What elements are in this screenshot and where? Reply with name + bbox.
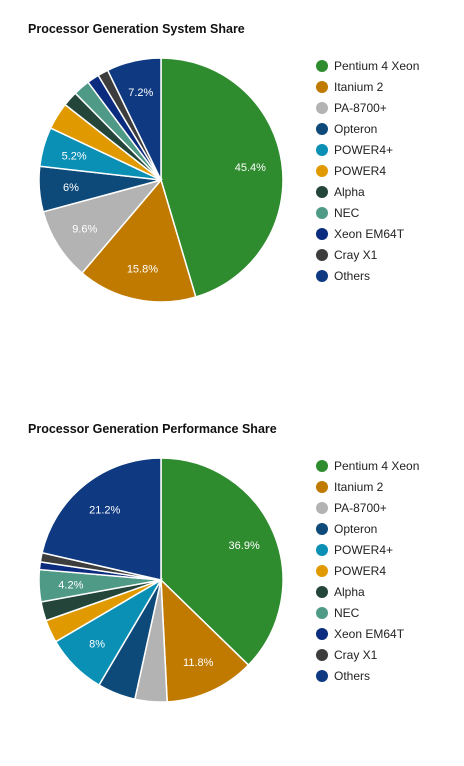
legend-label: Alpha <box>334 184 365 199</box>
legend-item-others: Others <box>316 665 419 686</box>
legend-swatch <box>316 501 328 514</box>
legend-swatch <box>316 101 328 114</box>
legend-swatch <box>316 185 328 198</box>
legend-item-opteron: Opteron <box>316 518 419 539</box>
legend-label: Pentium 4 Xeon <box>334 58 420 73</box>
pie-slice-pentium-4-xeon <box>160 457 284 667</box>
legend-label: Xeon EM64T <box>334 626 405 641</box>
legend-label: NEC <box>334 605 360 620</box>
legend-swatch <box>316 164 328 177</box>
legend-item-cray-x1: Cray X1 <box>316 244 419 265</box>
legend-swatch <box>316 206 328 219</box>
legend-item-nec: NEC <box>316 202 419 223</box>
system-share-chart: Processor Generation System Share 45.4% 1… <box>0 0 464 366</box>
slice-label-power4: 8% <box>89 639 105 651</box>
pie-slice-itanium-2 <box>160 578 250 703</box>
legend-swatch <box>316 80 328 93</box>
legend-item-opteron: Opteron <box>316 118 419 139</box>
legend-item-cray-x1: Cray X1 <box>316 644 419 665</box>
legend-swatch <box>316 459 328 472</box>
legend-item-power4: POWER4+ <box>316 539 419 560</box>
legend-swatch <box>316 627 328 640</box>
legend: Pentium 4 Xeon Itanium 2 PA-8700+ Opteron PO… <box>316 455 419 686</box>
chart-title: Processor Generation Performance Share <box>28 422 277 436</box>
pie-slice-pentium-4-xeon <box>160 57 284 298</box>
legend-item-power4: POWER4 <box>316 560 419 581</box>
legend-swatch <box>316 669 328 682</box>
legend-label: Xeon EM64T <box>334 226 405 241</box>
legend-item-nec: NEC <box>316 602 419 623</box>
legend-swatch <box>316 522 328 535</box>
legend-label: Cray X1 <box>334 647 378 662</box>
legend-swatch <box>316 564 328 577</box>
legend-item-pentium-4-xeon: Pentium 4 Xeon <box>316 455 419 476</box>
legend-label: NEC <box>334 205 360 220</box>
legend-label: Itanium 2 <box>334 479 384 494</box>
slice-label-nec: 4.2% <box>58 579 83 591</box>
slice-label-others: 21.2% <box>89 504 120 516</box>
slice-label-opteron: 6% <box>63 182 79 194</box>
legend-swatch <box>316 122 328 135</box>
legend-item-pa-8700: PA-8700+ <box>316 97 419 118</box>
legend-swatch <box>316 480 328 493</box>
performance-share-chart: Processor Generation Performance Share 3… <box>0 400 464 766</box>
legend-label: Alpha <box>334 584 365 599</box>
legend-item-alpha: Alpha <box>316 181 419 202</box>
legend-item-itanium-2: Itanium 2 <box>316 476 419 497</box>
legend-item-alpha: Alpha <box>316 581 419 602</box>
legend: Pentium 4 Xeon Itanium 2 PA-8700+ Opteron PO… <box>316 55 419 286</box>
legend-label: POWER4 <box>334 563 387 578</box>
chart-title: Processor Generation System Share <box>28 22 245 36</box>
legend-label: PA-8700+ <box>334 100 387 115</box>
slice-label-itanium-2: 15.8% <box>127 263 158 275</box>
legend-label: Itanium 2 <box>334 79 384 94</box>
legend-label: Others <box>334 268 371 283</box>
legend-swatch <box>316 248 328 261</box>
legend-item-pa-8700: PA-8700+ <box>316 497 419 518</box>
legend-swatch <box>316 227 328 240</box>
legend-item-itanium-2: Itanium 2 <box>316 76 419 97</box>
legend-label: Cray X1 <box>334 247 378 262</box>
legend-item-power4: POWER4 <box>316 160 419 181</box>
legend-label: PA-8700+ <box>334 500 387 515</box>
legend-label: POWER4 <box>334 163 387 178</box>
legend-swatch <box>316 606 328 619</box>
legend-label: POWER4+ <box>334 542 394 557</box>
pie-chart: 45.4% 15.8% 9.6% 6% 5.2% 7.2% <box>38 57 284 303</box>
legend-swatch <box>316 59 328 72</box>
legend-item-xeon-em64t: Xeon EM64T <box>316 623 419 644</box>
legend-swatch <box>316 543 328 556</box>
pie-chart: 36.9% 11.8% 8% 4.2% 21.2% <box>38 457 284 703</box>
slice-label-pentium-4-xeon: 36.9% <box>229 540 260 552</box>
slice-label-pa-8700: 9.6% <box>72 223 97 235</box>
pie-slice-itanium-2 <box>81 178 197 303</box>
slice-label-itanium-2: 11.8% <box>183 657 214 669</box>
legend-label: Opteron <box>334 521 378 536</box>
legend-item-pentium-4-xeon: Pentium 4 Xeon <box>316 55 419 76</box>
legend-label: Pentium 4 Xeon <box>334 458 420 473</box>
slice-label-others: 7.2% <box>128 87 153 99</box>
legend-item-xeon-em64t: Xeon EM64T <box>316 223 419 244</box>
legend-item-others: Others <box>316 265 419 286</box>
legend-item-power4: POWER4+ <box>316 139 419 160</box>
slice-label-pentium-4-xeon: 45.4% <box>235 162 266 174</box>
pie-slice-others <box>106 57 162 181</box>
pie-slice-others <box>41 457 162 581</box>
legend-swatch <box>316 143 328 156</box>
legend-swatch <box>316 648 328 661</box>
legend-label: Others <box>334 668 371 683</box>
legend-label: Opteron <box>334 121 378 136</box>
slice-label-power4: 5.2% <box>62 150 87 162</box>
legend-swatch <box>316 585 328 598</box>
legend-swatch <box>316 269 328 282</box>
legend-label: POWER4+ <box>334 142 394 157</box>
